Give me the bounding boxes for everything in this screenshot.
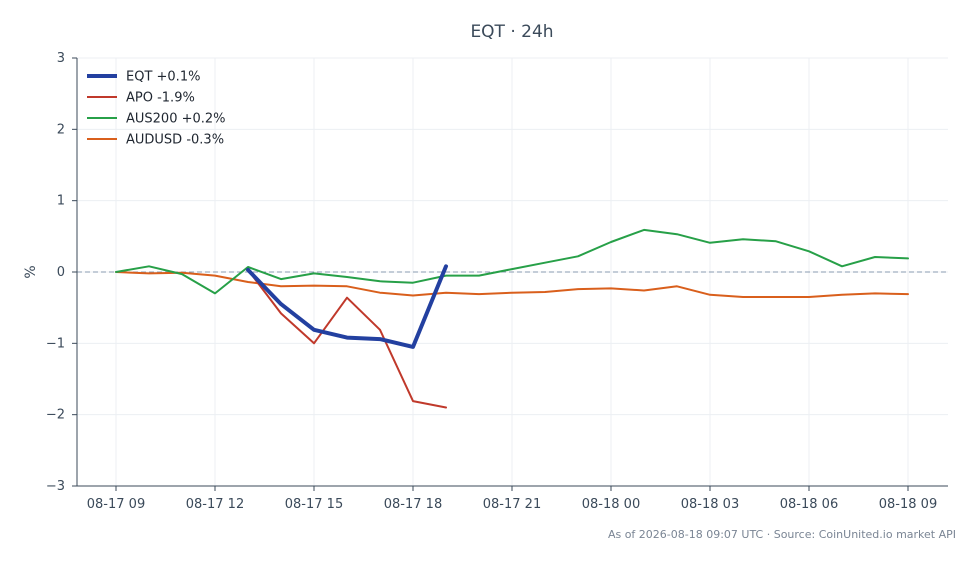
- legend-label: EQT +0.1%: [126, 70, 200, 85]
- series-line-eqt: [246, 264, 448, 349]
- y-tick-label: 2: [57, 122, 65, 137]
- x-tick-label: 08-17 15: [285, 497, 343, 512]
- legend-label: AUDUSD -0.3%: [126, 133, 224, 148]
- source-footnote: As of 2026-08-18 09:07 UTC · Source: Coi…: [608, 528, 956, 541]
- legend: EQT +0.1% APO -1.9% AUS200 +0.2% AUDUSD -0.…: [87, 70, 226, 148]
- x-tick-label: 08-18 00: [582, 497, 640, 512]
- chart-title: EQT · 24h: [470, 22, 553, 42]
- x-tick-label: 08-18 06: [780, 497, 838, 512]
- x-tick-label: 08-17 09: [87, 497, 145, 512]
- y-axis: 3 2 1 0 −1 −2 −3: [46, 51, 78, 494]
- y-tick-label: −3: [46, 479, 65, 494]
- y-tick-label: −2: [46, 408, 65, 423]
- y-tick-label: −1: [46, 336, 65, 351]
- legend-label: AUS200 +0.2%: [126, 112, 226, 127]
- x-tick-label: 08-17 21: [483, 497, 541, 512]
- series-lines: [115, 228, 909, 409]
- x-axis: 08-17 09 08-17 12 08-17 15 08-17 18 08-17 21…: [77, 485, 948, 512]
- legend-label: APO -1.9%: [126, 91, 195, 106]
- series-line-aus200: [115, 228, 909, 295]
- y-tick-label: 0: [57, 265, 65, 280]
- series-line-apo: [247, 268, 447, 409]
- x-tick-label: 08-17 18: [384, 497, 442, 512]
- y-axis-label: %: [23, 265, 39, 278]
- y-tick-label: 1: [57, 194, 65, 209]
- x-tick-label: 08-18 09: [879, 497, 937, 512]
- y-tick-label: 3: [57, 51, 65, 66]
- x-tick-label: 08-18 03: [681, 497, 739, 512]
- x-tick-label: 08-17 12: [186, 497, 244, 512]
- series-line-audusd: [115, 271, 909, 298]
